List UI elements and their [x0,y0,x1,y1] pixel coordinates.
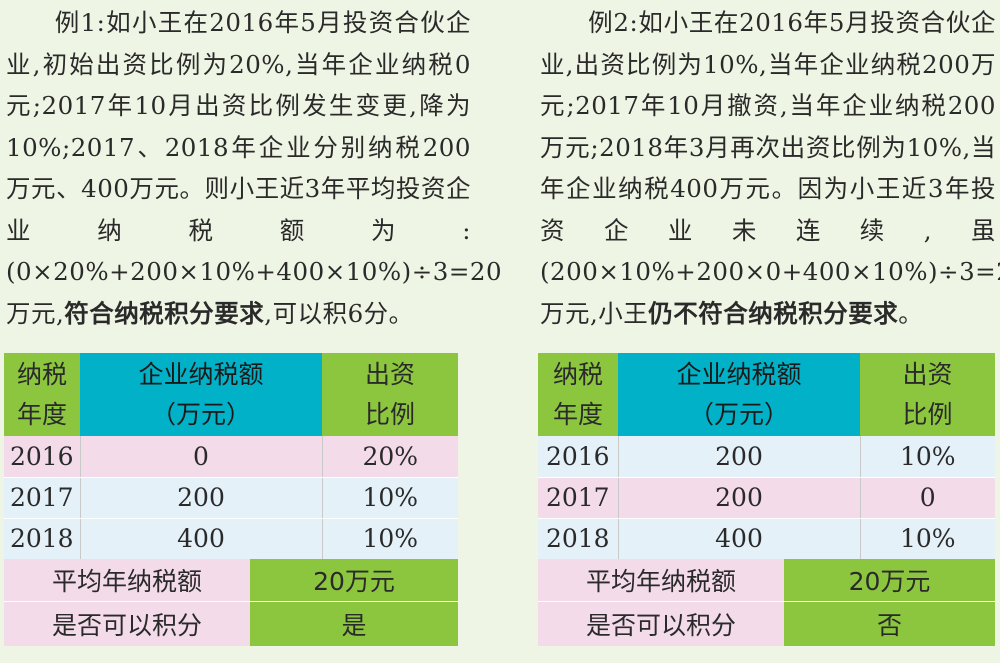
score-eligibility-label: 是否可以积分 [538,601,784,646]
header-tax-amount: 企业纳税额（万元） [618,353,860,436]
header-year: 纳税年度 [4,353,80,436]
example-1-text-body: 例1:如小王在2016年5月投资合伙企业,初始出资比例为20%,当年企业纳税0元… [6,8,503,328]
cell-year: 2016 [4,436,80,478]
cell-ratio: 10% [321,477,458,519]
example-1-text: 例1:如小王在2016年5月投资合伙企业,初始出资比例为20%,当年企业纳税0元… [6,0,502,334]
example-2-summary: 平均年纳税额 20万元 是否可以积分 否 [538,559,995,646]
avg-tax-value: 20万元 [784,559,995,602]
cell-tax: 400 [79,518,322,559]
cell-ratio: 10% [859,436,995,478]
cell-tax: 200 [79,477,322,519]
cell-year: 2018 [545,524,610,554]
example-2-conclusion: 仍不符合纳税积分要求 [648,298,899,328]
example-2-text-body: 例2:如小王在2016年5月投资合伙企业,出资比例为10%,当年企业纳税200万… [540,8,1000,328]
table-row: 2016 0 20% [4,436,458,478]
score-eligibility-value: 否 [784,601,995,646]
avg-tax-label: 平均年纳税额 [538,559,784,602]
cell-tax: 200 [617,477,860,519]
header-tax-amount: 企业纳税额（万元） [80,353,322,436]
table-row: 2016 200 10% [538,436,995,478]
score-eligibility-value: 是 [250,601,458,646]
cell-year: 2017 [4,477,80,519]
cell-year: 2018 [9,524,74,554]
example-2-text: 例2:如小王在2016年5月投资合伙企业,出资比例为10%,当年企业纳税200万… [540,0,1000,334]
example-1-table: 纳税年度 企业纳税额（万元） 出资比例 2016 0 20% 2017 200 … [4,353,458,559]
example-1-summary: 平均年纳税额 20万元 是否可以积分 是 [4,559,458,646]
example-2: 例2:如小王在2016年5月投资合伙企业,出资比例为10%,当年企业纳税200万… [540,0,1000,334]
example-1: 例1:如小王在2016年5月投资合伙企业,初始出资比例为20%,当年企业纳税0元… [6,0,502,334]
table-row: 2017 200 10% [4,477,458,519]
cell-ratio: 20% [321,436,458,478]
cell-ratio: 10% [859,518,995,559]
cell-year: 2017 [538,477,618,519]
example-1-text-tail: ,可以积6分。 [264,298,414,328]
cell-tax: 400 [617,518,860,559]
example-1-conclusion: 符合纳税积分要求 [64,298,265,328]
table-row: 2017 200 0 [538,477,995,519]
avg-tax-label: 平均年纳税额 [4,559,250,602]
cell-tax: 200 [617,436,860,478]
avg-tax-value: 20万元 [250,559,458,602]
example-2-table: 纳税年度 企业纳税额（万元） 出资比例 2016 200 10% 2017 20… [538,353,995,559]
table-row: 2018 400 10% [4,518,458,559]
example-2-text-tail: 。 [898,298,924,328]
header-year: 纳税年度 [538,353,618,436]
header-ratio: 出资比例 [860,353,995,436]
cell-ratio: 0 [859,477,995,519]
cell-ratio: 10% [321,518,458,559]
header-ratio: 出资比例 [322,353,458,436]
cell-year: 2016 [538,436,618,478]
score-eligibility-label: 是否可以积分 [4,601,250,646]
cell-tax: 0 [79,436,322,478]
table-row: 2018 400 10% [538,518,995,559]
